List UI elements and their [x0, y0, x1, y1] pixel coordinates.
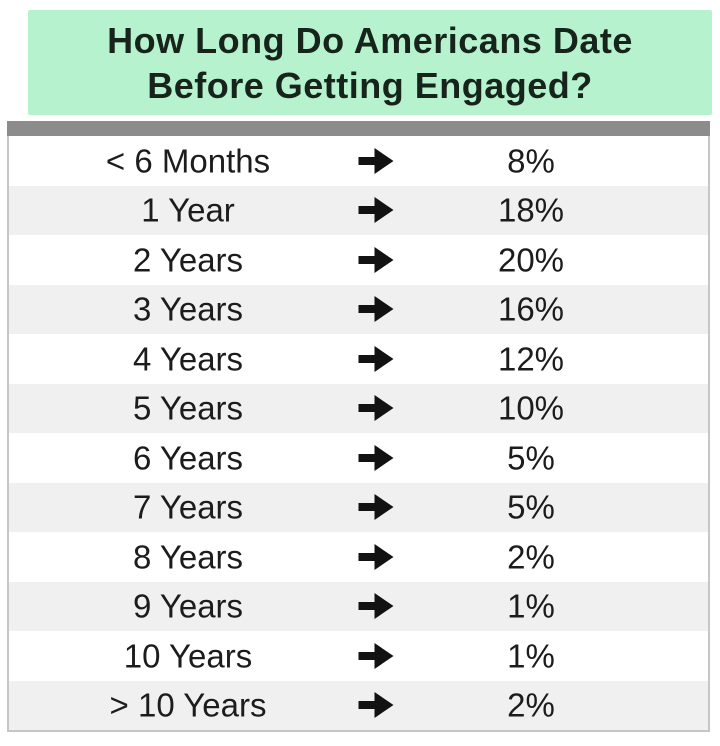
- table-row: 9 Years 1%: [9, 581, 708, 631]
- percentage-value: 2%: [507, 538, 555, 576]
- percentage-value: 1%: [507, 637, 555, 675]
- table-row: < 6 Months 8%: [9, 136, 708, 186]
- right-arrow-icon: [358, 443, 395, 473]
- duration-label: > 10 Years: [109, 686, 267, 724]
- right-arrow-icon: [358, 294, 395, 324]
- duration-label: 7 Years: [132, 488, 244, 526]
- duration-label: < 6 Months: [105, 142, 271, 180]
- table-row: 8 Years 2%: [9, 532, 708, 582]
- table-row: 6 Years 5%: [9, 433, 708, 483]
- percentage-value: 12%: [497, 340, 565, 378]
- engagement-duration-table: < 6 Months 8% 1 Year 18% 2 Years 20% 3 Y…: [7, 136, 710, 732]
- percentage-value: 20%: [497, 241, 565, 279]
- title-banner: How Long Do Americans Date Before Gettin…: [28, 10, 712, 115]
- duration-label: 5 Years: [132, 389, 244, 427]
- duration-label: 4 Years: [132, 340, 244, 378]
- right-arrow-icon: [358, 245, 395, 275]
- table-row: 5 Years 10%: [9, 383, 708, 433]
- right-arrow-icon: [358, 492, 395, 522]
- right-arrow-icon: [358, 393, 395, 423]
- duration-label: 1 Year: [141, 191, 235, 229]
- right-arrow-icon: [358, 690, 395, 720]
- percentage-value: 8%: [507, 142, 555, 180]
- right-arrow-icon: [358, 542, 395, 572]
- percentage-value: 1%: [507, 587, 555, 625]
- right-arrow-icon: [358, 641, 395, 671]
- percentage-value: 2%: [507, 686, 555, 724]
- table-row: 4 Years 12%: [9, 334, 708, 384]
- right-arrow-icon: [358, 591, 395, 621]
- table-row: 1 Year 18%: [9, 185, 708, 235]
- page-title-line-2: Before Getting Engaged?: [147, 64, 593, 106]
- table-row: 10 Years 1%: [9, 631, 708, 681]
- duration-label: 9 Years: [132, 587, 244, 625]
- duration-label: 10 Years: [123, 637, 253, 675]
- duration-label: 6 Years: [132, 439, 244, 477]
- duration-label: 2 Years: [132, 241, 244, 279]
- percentage-value: 5%: [507, 488, 555, 526]
- divider-bar: [7, 121, 710, 136]
- percentage-value: 18%: [497, 191, 565, 229]
- table-row: > 10 Years 2%: [9, 680, 708, 730]
- duration-label: 8 Years: [132, 538, 244, 576]
- percentage-value: 16%: [497, 290, 565, 328]
- duration-label: 3 Years: [132, 290, 244, 328]
- percentage-value: 10%: [497, 389, 565, 427]
- page-title-line-1: How Long Do Americans Date: [107, 19, 633, 61]
- table-row: 3 Years 16%: [9, 284, 708, 334]
- right-arrow-icon: [358, 195, 395, 225]
- right-arrow-icon: [358, 344, 395, 374]
- percentage-value: 5%: [507, 439, 555, 477]
- table-row: 7 Years 5%: [9, 482, 708, 532]
- right-arrow-icon: [358, 146, 395, 176]
- table-row: 2 Years 20%: [9, 235, 708, 285]
